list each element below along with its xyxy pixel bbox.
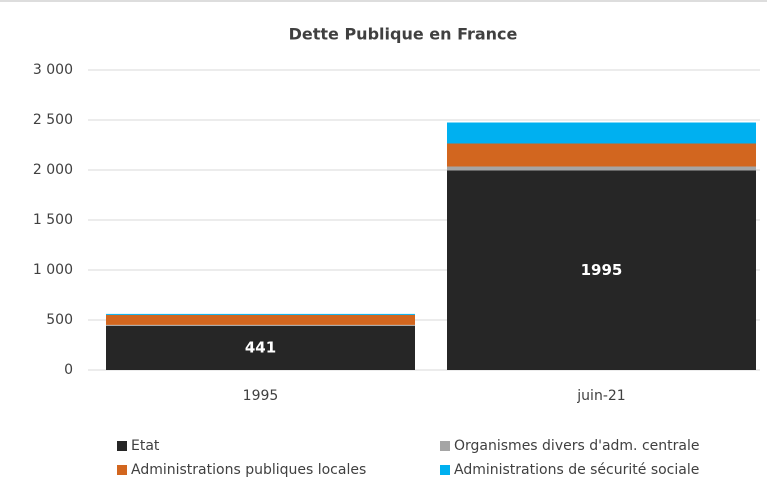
- legend-swatch: [440, 465, 450, 475]
- legend-label: Organismes divers d'adm. centrale: [454, 438, 699, 454]
- bar-segment: [106, 313, 415, 315]
- x-tick-label: juin-21: [576, 388, 625, 404]
- y-tick-label: 0: [64, 362, 73, 378]
- chart-title: Dette Publique en France: [289, 25, 518, 44]
- legend-label: Etat: [131, 438, 160, 454]
- y-tick-label: 1 500: [33, 212, 73, 228]
- y-tick-label: 2 000: [33, 162, 73, 178]
- legend-swatch: [440, 441, 450, 451]
- y-tick-label: 3 000: [33, 62, 73, 78]
- legend-swatch: [117, 465, 127, 475]
- y-tick-label: 500: [46, 312, 73, 328]
- y-tick-label: 2 500: [33, 112, 73, 128]
- legend-label: Administrations publiques locales: [131, 462, 366, 478]
- bar-segment: [106, 325, 415, 370]
- bar-segment: [447, 170, 756, 370]
- bar-segment: [447, 143, 756, 167]
- data-label: 441: [245, 338, 276, 356]
- legend-label: Administrations de sécurité sociale: [454, 462, 699, 478]
- bar-segment: [447, 122, 756, 144]
- data-label: 1995: [581, 261, 623, 279]
- x-tick-label: 1995: [243, 388, 279, 404]
- bar-segment: [106, 314, 415, 325]
- bar-segment: [106, 324, 415, 326]
- y-tick-label: 1 000: [33, 262, 73, 278]
- legend-swatch: [117, 441, 127, 451]
- bar-segment: [447, 166, 756, 171]
